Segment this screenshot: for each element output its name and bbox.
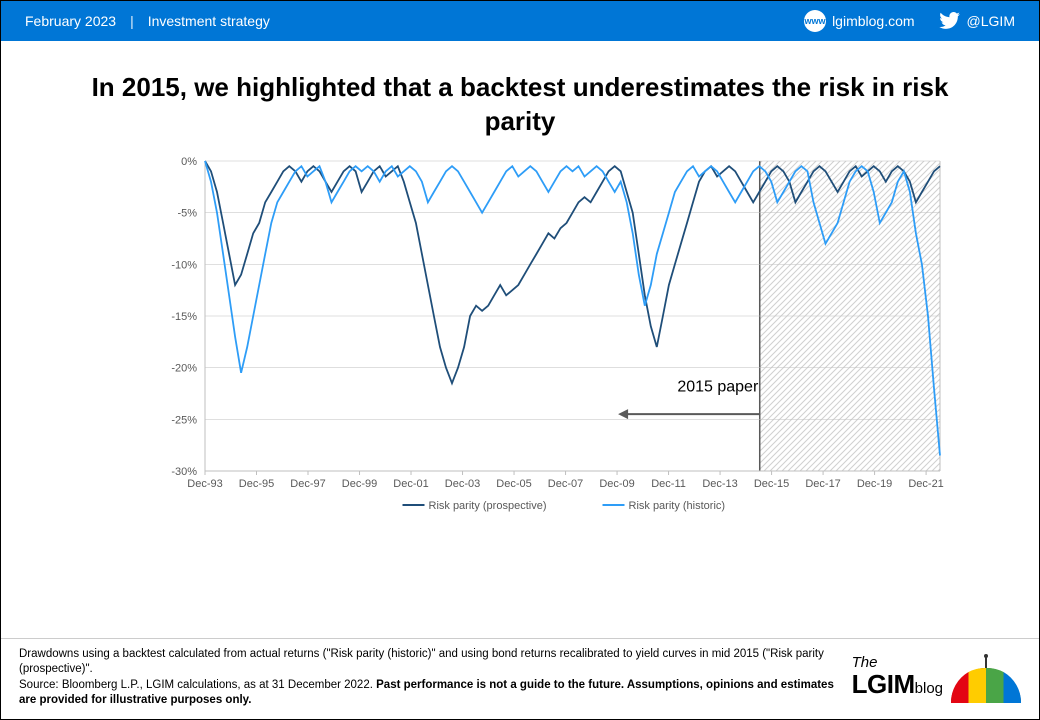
svg-text:Dec-15: Dec-15 — [754, 478, 789, 490]
chart-container: 0% -5% -10% -15% -20% -25% -30%Dec-93 Dec-95 Dec… — [70, 151, 970, 546]
svg-text:Dec-95: Dec-95 — [239, 478, 274, 490]
footer: Drawdowns using a backtest calculated fr… — [1, 638, 1039, 719]
twitter-handle: @LGIM — [967, 13, 1015, 29]
svg-text:Dec-07: Dec-07 — [548, 478, 583, 490]
www-icon: www — [804, 10, 826, 32]
twitter-link[interactable]: @LGIM — [939, 12, 1015, 30]
svg-text:Dec-99: Dec-99 — [342, 478, 377, 490]
svg-text:Dec-13: Dec-13 — [702, 478, 737, 490]
svg-text:-5%: -5% — [177, 207, 197, 219]
svg-text:Dec-17: Dec-17 — [805, 478, 840, 490]
blog-link[interactable]: www lgimblog.com — [804, 10, 914, 32]
footer-line1: Drawdowns using a backtest calculated fr… — [19, 648, 824, 676]
svg-text:-25%: -25% — [171, 414, 197, 426]
header-left: February 2023 | Investment strategy — [25, 13, 270, 29]
svg-text:Dec-97: Dec-97 — [290, 478, 325, 490]
header-right: www lgimblog.com @LGIM — [804, 10, 1015, 32]
line-chart: 0% -5% -10% -15% -20% -25% -30%Dec-93 Dec-95 Dec… — [70, 151, 970, 541]
svg-text:Dec-09: Dec-09 — [599, 478, 634, 490]
blog-url: lgimblog.com — [832, 13, 914, 29]
svg-text:-15%: -15% — [171, 311, 197, 323]
header-date: February 2023 — [25, 13, 116, 29]
twitter-icon — [939, 12, 961, 30]
svg-text:-30%: -30% — [171, 466, 197, 478]
svg-text:Dec-21: Dec-21 — [908, 478, 943, 490]
header-separator: | — [130, 13, 134, 29]
umbrella-icon — [951, 651, 1021, 703]
header-bar: February 2023 | Investment strategy www … — [1, 1, 1039, 41]
logo-blog: blog — [915, 680, 943, 697]
footer-line2-plain: Source: Bloomberg L.P., LGIM calculation… — [19, 679, 376, 691]
svg-text:Dec-19: Dec-19 — [857, 478, 892, 490]
svg-text:Dec-03: Dec-03 — [445, 478, 480, 490]
svg-text:Dec-93: Dec-93 — [187, 478, 222, 490]
svg-text:Risk parity (prospective): Risk parity (prospective) — [429, 500, 547, 512]
footer-logo: The LGIMblog — [852, 647, 1021, 703]
chart-title: In 2015, we highlighted that a backtest … — [61, 71, 979, 139]
footer-text: Drawdowns using a backtest calculated fr… — [19, 647, 836, 709]
svg-text:-10%: -10% — [171, 259, 197, 271]
logo-text: The LGIMblog — [852, 655, 943, 698]
svg-text:Dec-01: Dec-01 — [393, 478, 428, 490]
logo-lgim: LGIM — [852, 669, 915, 699]
svg-text:-20%: -20% — [171, 362, 197, 374]
header-category: Investment strategy — [148, 13, 270, 29]
svg-text:Risk parity (historic): Risk parity (historic) — [629, 500, 726, 512]
svg-text:2015 paper: 2015 paper — [677, 378, 759, 395]
svg-text:0%: 0% — [181, 156, 197, 168]
svg-text:Dec-05: Dec-05 — [496, 478, 531, 490]
svg-text:Dec-11: Dec-11 — [651, 478, 686, 490]
